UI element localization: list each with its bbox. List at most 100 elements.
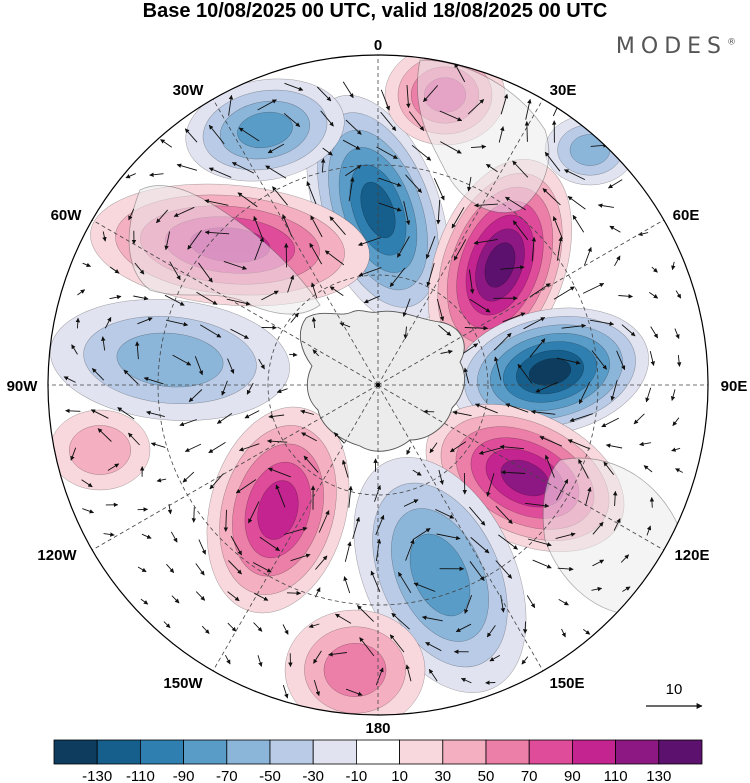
- wind-vector: [316, 86, 332, 102]
- wind-vector: [283, 112, 301, 127]
- wind-vector: [469, 298, 491, 313]
- meridian-line: [377, 384, 544, 671]
- wind-vector: [552, 216, 563, 239]
- wind-vector: [283, 526, 308, 535]
- wind-vector: [646, 525, 652, 536]
- wind-vector: [182, 471, 195, 483]
- wind-vector: [169, 261, 181, 281]
- colorbar-swatch: [658, 739, 703, 765]
- colorbar-swatch: [226, 739, 271, 765]
- wind-vector: [672, 417, 680, 427]
- colorbar-tick-label: -90: [173, 768, 195, 783]
- wind-vector: [613, 518, 621, 531]
- wind-vector: [378, 202, 402, 212]
- colorbar-swatch: [269, 739, 314, 765]
- wind-vector: [137, 566, 147, 573]
- wind-vector: [311, 282, 318, 299]
- meridian-line: [92, 219, 379, 386]
- wind-vector: [671, 261, 676, 271]
- wind-vector: [272, 186, 288, 206]
- anomaly-negative-9: [185, 78, 345, 182]
- wind-vector: [140, 598, 149, 605]
- wind-vector: [505, 196, 526, 211]
- wind-vector: [209, 473, 224, 490]
- wind-vector: [609, 225, 621, 233]
- wind-vector: [287, 274, 295, 293]
- wind-vector: [433, 178, 445, 201]
- wind-vector: [530, 409, 556, 415]
- map-title: Base 10/08/2025 00 UTC, valid 18/08/2025…: [142, 0, 608, 22]
- wind-vector: [645, 387, 652, 403]
- wind-vector: [322, 147, 333, 156]
- wind-vector: [328, 652, 347, 657]
- wind-vector: [82, 508, 95, 514]
- wind-vector: [675, 290, 682, 299]
- lon-label-180: 180: [365, 720, 390, 737]
- anomaly-positive-6: [206, 406, 350, 614]
- wind-vector: [156, 209, 169, 224]
- wind-vector: [603, 461, 615, 475]
- wind-vector: [191, 507, 197, 523]
- wind-vector: [201, 625, 210, 634]
- wind-vector: [208, 442, 226, 454]
- wind-vector: [425, 236, 436, 260]
- wind-vector: [171, 595, 180, 604]
- wind-vector: [389, 634, 405, 653]
- wind-vector: [173, 206, 195, 217]
- wind-vector: [558, 599, 569, 606]
- wind-vector: [228, 94, 234, 116]
- wind-vector: [141, 533, 152, 539]
- colorbar-swatch: [399, 739, 444, 765]
- wind-vector: [375, 538, 382, 562]
- wind-vector: [621, 324, 636, 337]
- wind-vector: [380, 89, 390, 111]
- wind-vector: [128, 432, 140, 446]
- wind-vector: [567, 196, 586, 210]
- wind-vector: [358, 267, 382, 277]
- wind-vector: [363, 295, 381, 304]
- wind-vector: [674, 328, 680, 340]
- wind-vector: [542, 188, 561, 206]
- wind-vector: [670, 389, 676, 401]
- africa: [416, 59, 550, 213]
- wind-vector: [532, 559, 552, 569]
- wind-vector: [184, 443, 202, 452]
- wind-vector: [567, 439, 591, 450]
- wind-vector: [252, 562, 272, 573]
- wind-vector: [170, 531, 178, 543]
- wind-vector: [470, 144, 487, 150]
- anomaly-contour: [257, 480, 299, 540]
- wind-vector: [643, 465, 653, 473]
- colorbar-tick-label: 30: [434, 768, 451, 783]
- wind-vector: [406, 446, 411, 455]
- wind-vector: [485, 163, 498, 173]
- wind-vector: [198, 262, 213, 283]
- wind-vector: [128, 208, 135, 221]
- lon-label-150e: 150E: [549, 675, 584, 692]
- wind-vector: [569, 413, 593, 422]
- wind-vector: [495, 505, 513, 525]
- wind-vector: [428, 668, 438, 682]
- wind-vector: [592, 521, 604, 535]
- wind-vector: [261, 290, 279, 301]
- wind-vector: [375, 667, 384, 686]
- wind-vector: [671, 447, 681, 452]
- wind-vector: [517, 363, 533, 384]
- wind-vector: [614, 255, 621, 267]
- wind-vector: [301, 432, 318, 442]
- wind-vector: [408, 111, 425, 131]
- wind-vector: [412, 469, 422, 476]
- wind-vector: [289, 352, 298, 357]
- colorbar-tick-label: -50: [259, 768, 281, 783]
- wind-vector: [616, 350, 626, 371]
- wind-vector: [198, 539, 206, 555]
- wind-vector: [521, 656, 529, 665]
- wind-vector: [357, 605, 375, 622]
- wind-vector: [179, 419, 197, 427]
- wind-vector: [65, 408, 81, 414]
- colorbar-swatch: [528, 739, 573, 765]
- wind-vector: [313, 679, 320, 697]
- wind-vector: [531, 236, 537, 262]
- wind-vector: [637, 231, 649, 237]
- wind-vector: [357, 237, 382, 247]
